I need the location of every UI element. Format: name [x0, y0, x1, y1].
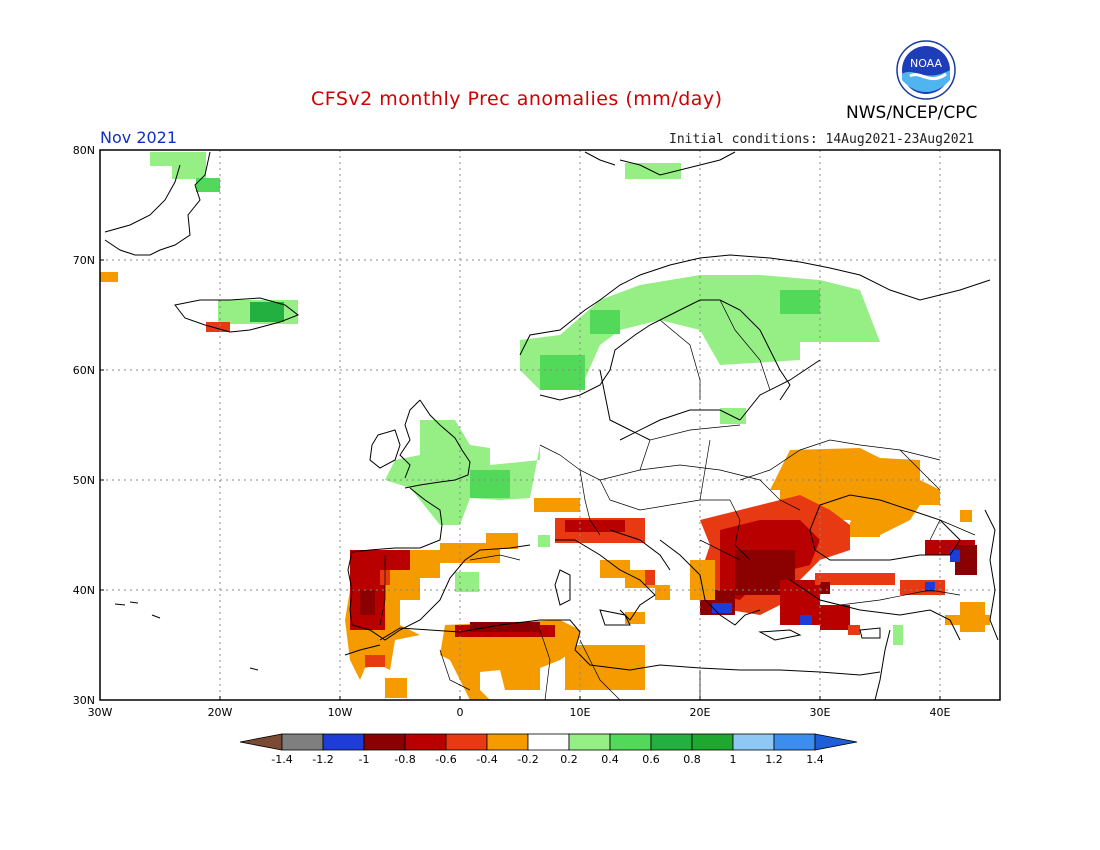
map-gridlines [100, 150, 1000, 700]
anomaly-fill-layer [100, 152, 990, 700]
colorbar-high-arrow [814, 733, 858, 751]
lon-label: 30W [88, 706, 113, 719]
map-frame [99, 149, 1001, 701]
chart-title: CFSv2 monthly Prec anomalies (mm/day) [311, 88, 723, 110]
colorbar-tick-label: -0.2 [517, 753, 538, 766]
colorbar-low-arrow [239, 733, 283, 751]
country-borders [379, 299, 976, 701]
colorbar-tick-label: -0.4 [476, 753, 497, 766]
colorbar: -1.4 -1.2 -1 -0.8 -0.6 -0.4 -0.2 0.2 0.4 0.6 0.8 1 1… [239, 733, 858, 766]
coastlines [104, 151, 999, 701]
colorbar-tick-label: -1.2 [312, 753, 333, 766]
colorbar-tick-label: -1.4 [271, 753, 292, 766]
colorbar-cell [609, 733, 652, 751]
lon-label: 30E [810, 706, 831, 719]
colorbar-tick-label: 1.2 [765, 753, 783, 766]
lon-label: 20E [690, 706, 711, 719]
logo-text: NOAA [910, 57, 943, 70]
lon-label: 40E [930, 706, 951, 719]
colorbar-cell [732, 733, 775, 751]
colorbar-cell [404, 733, 447, 751]
colorbar-cell [568, 733, 611, 751]
colorbar-tick-label: 0.4 [601, 753, 619, 766]
colorbar-cell [445, 733, 488, 751]
noaa-logo: NOAA [896, 40, 956, 100]
colorbar-cell [281, 733, 324, 751]
colorbar-tick-label: -0.6 [435, 753, 456, 766]
lat-label: 80N [73, 144, 95, 157]
lat-label: 60N [73, 364, 95, 377]
colorbar-tick-label: -0.8 [394, 753, 415, 766]
colorbar-cell [322, 733, 365, 751]
colorbar-cell [773, 733, 816, 751]
lon-label: 10W [328, 706, 353, 719]
colorbar-cell [363, 733, 406, 751]
colorbar-tick-label: -1 [359, 753, 370, 766]
lon-label: 0 [457, 706, 464, 719]
lat-label: 30N [73, 694, 95, 707]
colorbar-tick-label: 0.8 [683, 753, 701, 766]
colorbar-tick-label: 1.4 [806, 753, 824, 766]
colorbar-tick-label: 1 [730, 753, 737, 766]
lat-label: 40N [73, 584, 95, 597]
lon-label: 20W [208, 706, 233, 719]
lon-label: 10E [570, 706, 591, 719]
colorbar-cell [650, 733, 693, 751]
colorbar-cell [486, 733, 529, 751]
lat-label: 50N [73, 474, 95, 487]
forecast-month: Nov 2021 [100, 128, 178, 147]
colorbar-cell [691, 733, 734, 751]
agency-label: NWS/NCEP/CPC [846, 103, 978, 123]
lat-label: 70N [73, 254, 95, 267]
initial-conditions: Initial conditions: 14Aug2021-23Aug2021 [669, 132, 975, 147]
colorbar-cell [527, 733, 570, 751]
colorbar-tick-label: 0.2 [560, 753, 578, 766]
colorbar-tick-label: 0.6 [642, 753, 660, 766]
